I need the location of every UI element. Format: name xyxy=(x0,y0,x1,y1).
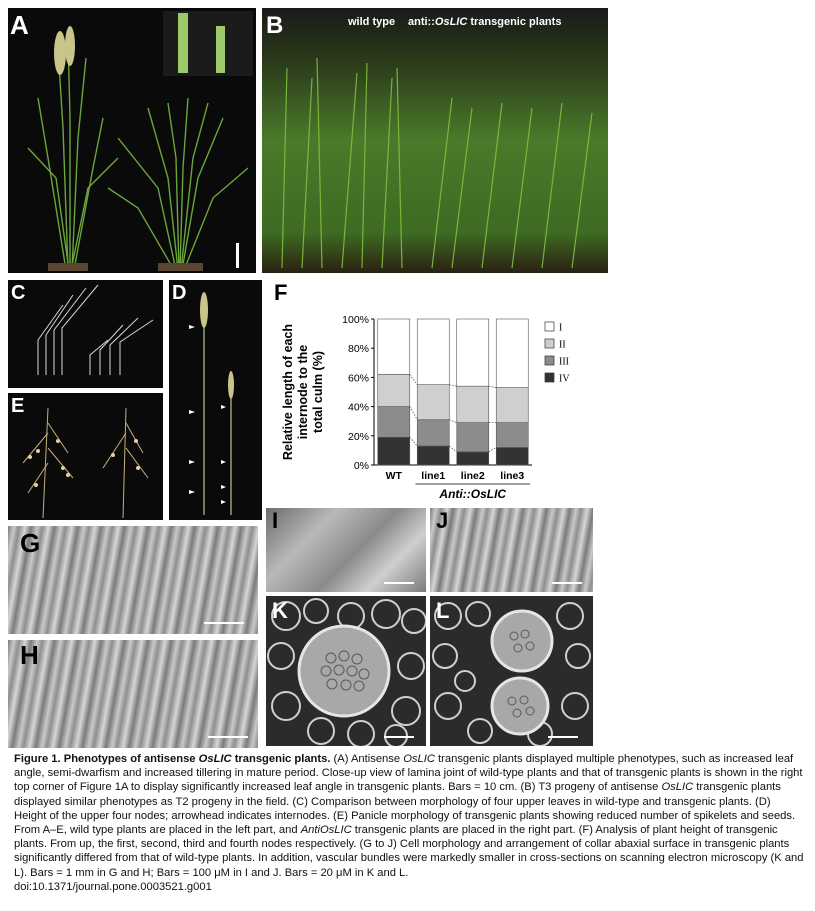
bar-i-wt xyxy=(377,318,411,375)
panel-d-photo: D xyxy=(169,280,262,520)
bar-iv-line1 xyxy=(416,445,450,466)
x-tick-label: line3 xyxy=(500,470,524,482)
x-tick-label: line1 xyxy=(421,470,445,482)
bar-iv-wt xyxy=(377,436,411,466)
caption-doi: doi:10.1371/journal.pone.0003521.g001 xyxy=(14,880,212,893)
bar-iv-line2 xyxy=(456,451,490,466)
connector-line xyxy=(449,445,457,453)
bar-iii-wt xyxy=(377,406,411,438)
connector-line xyxy=(488,447,497,453)
y-tick-label: 40% xyxy=(348,402,369,414)
x-tick-label: WT xyxy=(386,470,403,482)
field-plants-illustration xyxy=(281,57,593,269)
panel-label-k: K xyxy=(272,598,288,623)
y-tick-label: 0% xyxy=(354,460,369,472)
bar-iii-line2 xyxy=(456,422,490,453)
y-tick-label: 20% xyxy=(348,431,369,443)
panel-f-chart: F 0% 20% 40% 60% 80% 100% Relative length of e… xyxy=(270,280,600,508)
panicles-illustration xyxy=(22,407,149,519)
figure-caption: Figure 1. Phenotypes of antisense OsLIC … xyxy=(14,753,804,893)
bar-ii-line1 xyxy=(416,384,450,421)
legend-swatch xyxy=(544,338,555,349)
scale-bar xyxy=(552,582,582,584)
legend-swatch xyxy=(544,355,555,366)
panel-i-sem: I xyxy=(266,508,426,592)
connector-line xyxy=(409,374,418,385)
legend-swatch xyxy=(544,321,555,332)
y-tick-label: 100% xyxy=(342,314,369,326)
group-label: Anti::OsLIC xyxy=(438,487,506,501)
vascular-bundle-illustration xyxy=(432,601,591,746)
panel-label-a: A xyxy=(10,10,29,40)
caption-title: Figure 1. Phenotypes of antisense OsLIC … xyxy=(14,753,331,765)
legend-label: III xyxy=(559,357,569,368)
label-transgenic-plants: anti::OsLIC transgenic plants xyxy=(408,16,562,28)
panel-g-sem: G xyxy=(8,526,258,634)
culm-nodes-illustration xyxy=(189,292,234,515)
bar-ii-line3 xyxy=(495,387,529,423)
panel-e-photo: E xyxy=(8,393,163,520)
scale-bar xyxy=(208,736,248,738)
bar-i-line2 xyxy=(456,318,490,387)
panel-l-sem: L xyxy=(430,596,593,746)
connector-line xyxy=(449,384,457,387)
bar-iii-line3 xyxy=(495,422,529,448)
panel-label-g: G xyxy=(20,528,41,558)
panel-label-l: L xyxy=(436,598,450,623)
panel-label-h: H xyxy=(20,640,39,670)
panel-a-photo: A xyxy=(8,8,256,273)
panel-b-photo: B wild type anti::OsLIC transgenic plant… xyxy=(262,8,608,273)
y-tick-label: 60% xyxy=(348,372,369,384)
legend-swatch xyxy=(544,372,555,383)
panel-label-i: I xyxy=(272,508,279,533)
panel-k-sem: K xyxy=(266,596,426,746)
vascular-bundle-illustration xyxy=(267,598,426,746)
scale-bar xyxy=(384,582,414,584)
connector-line xyxy=(409,436,418,447)
label-wild-type: wild type xyxy=(348,16,396,28)
panel-label-d: D xyxy=(172,282,187,304)
panel-c-photo: C xyxy=(8,280,163,388)
bar-i-line1 xyxy=(416,318,450,385)
y-axis-label: Relative length of eachinternode to thet… xyxy=(281,324,325,460)
panel-label-c: C xyxy=(11,282,26,304)
scale-bar xyxy=(548,736,578,738)
bar-ii-line2 xyxy=(456,385,490,423)
panel-h-sem: H xyxy=(8,640,258,748)
connector-line xyxy=(449,419,457,424)
scale-bar xyxy=(204,622,244,624)
bar-ii-wt xyxy=(377,374,411,407)
panel-label-j: J xyxy=(436,508,449,533)
bar-iv-line3 xyxy=(495,447,529,466)
panel-label-f: F xyxy=(274,280,288,305)
leaves-illustration xyxy=(37,284,154,375)
stacked-bar-chart: 0% 20% 40% 60% 80% 100% Relative length of eac… xyxy=(281,314,570,501)
x-tick-label: line2 xyxy=(461,470,485,482)
connector-line xyxy=(409,406,418,420)
panel-label-e: E xyxy=(11,395,25,417)
bar-i-line3 xyxy=(495,318,529,388)
connector-line xyxy=(488,385,497,389)
panel-j-sem: J xyxy=(430,508,593,592)
bar-iii-line1 xyxy=(416,419,450,447)
legend-label: IV xyxy=(559,374,570,385)
legend-label: II xyxy=(559,340,566,351)
legend-label: I xyxy=(559,323,562,334)
scale-bar xyxy=(384,736,414,738)
rice-plants-illustration xyxy=(27,11,253,271)
y-tick-label: 80% xyxy=(348,343,369,355)
panel-label-b: B xyxy=(266,12,284,39)
